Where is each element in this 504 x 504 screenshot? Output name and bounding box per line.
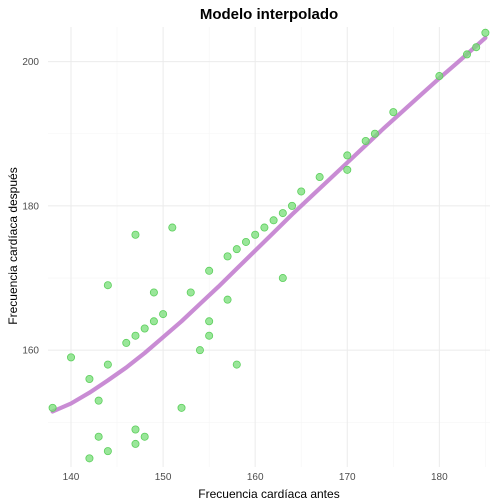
minor-gridlines — [48, 27, 490, 467]
data-point — [177, 403, 186, 412]
data-point — [186, 288, 195, 297]
data-point — [67, 353, 76, 362]
data-point — [343, 165, 352, 174]
data-point — [205, 331, 214, 340]
data-point — [94, 396, 103, 405]
data-point — [131, 230, 140, 239]
major-gridlines — [48, 27, 490, 467]
data-point — [297, 187, 306, 196]
y-axis-title: Frecuencia cardíaca después — [6, 167, 20, 324]
data-point — [131, 439, 140, 448]
data-point — [48, 403, 57, 412]
fit-line — [50, 35, 488, 414]
data-point — [288, 201, 297, 210]
data-point — [260, 223, 269, 232]
data-point — [251, 230, 260, 239]
data-point — [241, 237, 250, 246]
data-point — [195, 346, 204, 355]
data-point — [140, 432, 149, 441]
data-point — [168, 223, 177, 232]
data-point — [232, 245, 241, 254]
data-point — [278, 209, 287, 218]
data-point — [94, 432, 103, 441]
y-tick-label: 160 — [22, 346, 39, 357]
data-point — [149, 288, 158, 297]
data-point — [131, 331, 140, 340]
y-tick-labels: 160 180 200 — [22, 57, 39, 357]
data-point — [462, 50, 471, 59]
data-point — [122, 338, 131, 347]
y-tick-label: 180 — [22, 201, 39, 212]
x-tick-label: 160 — [247, 472, 264, 483]
data-point — [159, 310, 168, 319]
data-point — [370, 129, 379, 138]
data-point — [103, 281, 112, 290]
x-axis-title: Frecuencia cardíaca antes — [198, 487, 339, 501]
x-tick-label: 140 — [63, 472, 80, 483]
data-point — [389, 108, 398, 117]
data-point — [85, 374, 94, 383]
points-layer — [48, 28, 490, 463]
y-tick-label: 200 — [22, 57, 39, 68]
data-point — [232, 360, 241, 369]
data-point — [103, 447, 112, 456]
data-point — [481, 28, 490, 37]
x-tick-labels: 140 150 160 170 180 — [63, 472, 448, 483]
data-point — [223, 252, 232, 261]
data-point — [278, 274, 287, 283]
data-point — [343, 151, 352, 160]
data-point — [435, 72, 444, 81]
data-point — [149, 317, 158, 326]
fit-line-layer — [50, 35, 488, 414]
data-point — [103, 360, 112, 369]
data-point — [140, 324, 149, 333]
x-tick-label: 150 — [155, 472, 172, 483]
data-point — [472, 43, 481, 52]
data-point — [315, 173, 324, 182]
data-point — [131, 425, 140, 434]
data-point — [223, 295, 232, 304]
data-point — [205, 266, 214, 275]
data-point — [361, 136, 370, 145]
chart-title: Modelo interpolado — [200, 6, 338, 23]
data-point — [269, 216, 278, 225]
data-point — [205, 317, 214, 326]
x-tick-label: 180 — [431, 472, 448, 483]
x-tick-label: 170 — [339, 472, 356, 483]
data-point — [85, 454, 94, 463]
